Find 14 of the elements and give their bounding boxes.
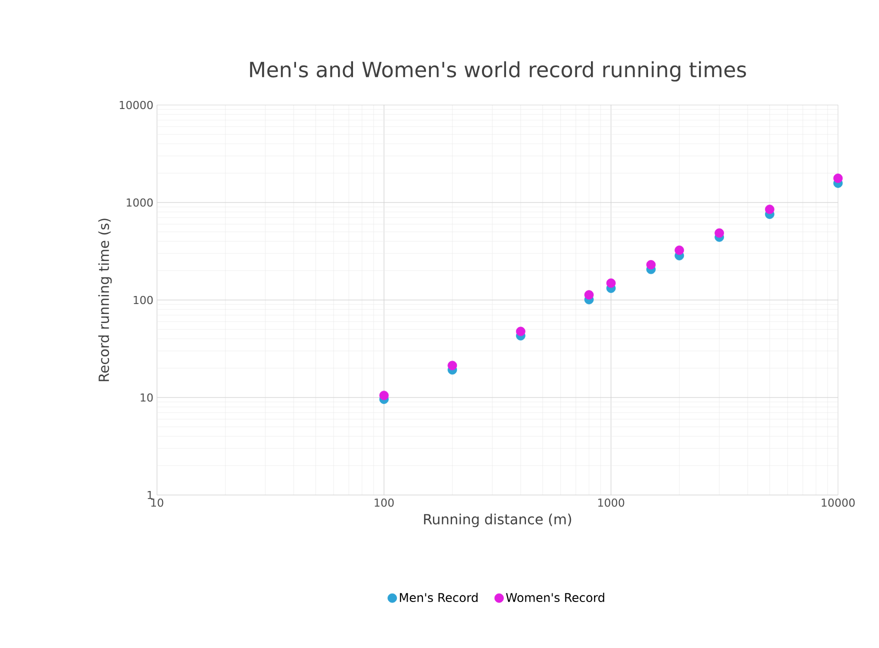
chart-title: Men's and Women's world record running times [250, 61, 746, 82]
y-tick-label: 10000 [120, 100, 153, 110]
y-axis-title: Record running time (s) [98, 218, 112, 382]
x-tick-label: 100 [374, 498, 394, 507]
y-tick-label: 100 [134, 296, 153, 304]
y-tick-label: 1 [148, 491, 152, 499]
x-axis-title: Running distance (m) [424, 514, 572, 528]
x-tick-label: 1000 [598, 498, 624, 507]
x-tick-label: 10000 [822, 498, 855, 507]
y-tick-label: 1000 [126, 198, 153, 207]
y-tick-label: 10 [140, 393, 153, 402]
legend-label: Men's Record [400, 592, 478, 602]
legend-label: Women's Record [506, 592, 604, 602]
x-tick-label: 10 [151, 498, 164, 507]
